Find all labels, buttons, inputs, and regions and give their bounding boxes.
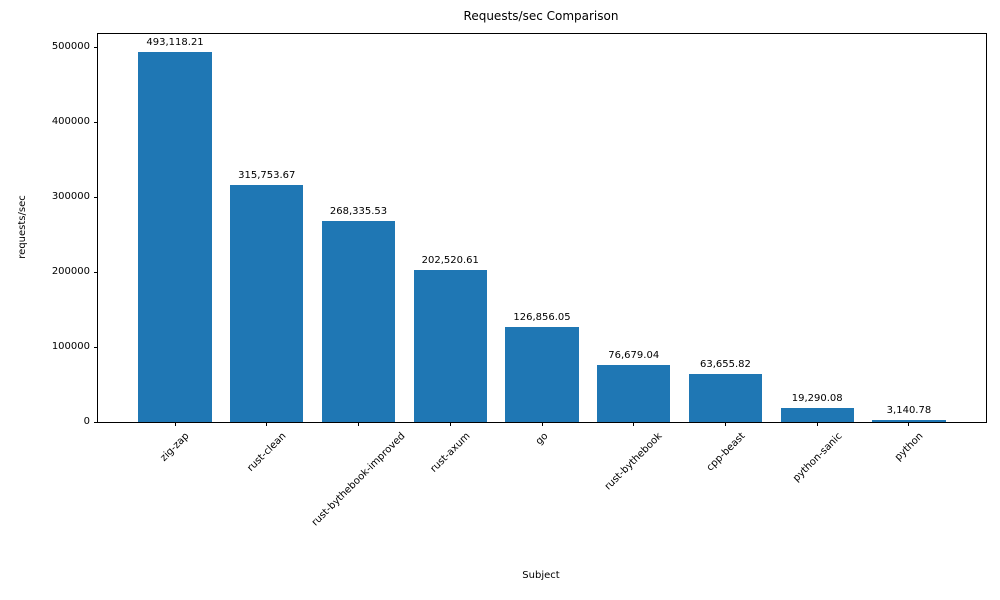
x-tick-label: rust-bythebook-improved xyxy=(309,430,408,529)
x-tick xyxy=(908,422,910,426)
bar xyxy=(230,185,304,422)
bar xyxy=(780,407,854,422)
bar xyxy=(688,374,763,422)
x-tick-label: python-sanic xyxy=(790,430,845,485)
y-tick xyxy=(94,46,98,48)
bar-value-label: 268,335.53 xyxy=(329,205,388,217)
y-tick-label: 500000 xyxy=(51,41,90,53)
x-tick-label: rust-bythebook xyxy=(602,430,665,493)
bar-value-label: 126,856.05 xyxy=(513,311,571,323)
bar-value-label: 493,118.21 xyxy=(146,37,204,49)
chart-title: Requests/sec Comparison xyxy=(463,9,619,23)
y-tick xyxy=(94,421,98,423)
y-tick xyxy=(94,121,98,123)
bar-value-label: 202,520.61 xyxy=(421,255,479,267)
plot-area: 0 100000 200000 300000 400000 500000 493,118.2… xyxy=(52,33,987,528)
y-tick-label: 400000 xyxy=(51,116,90,128)
x-tick-label: go xyxy=(533,430,551,448)
bar-value-label: 315,753.67 xyxy=(238,170,296,182)
bar xyxy=(413,270,487,422)
x-tick-label: python xyxy=(892,430,926,464)
x-tick xyxy=(816,422,818,426)
bar xyxy=(321,220,396,422)
y-tick-label: 200000 xyxy=(51,266,90,278)
bar xyxy=(505,326,579,422)
bar xyxy=(872,419,946,422)
x-tick-label: rust-clean xyxy=(245,430,289,474)
bar xyxy=(597,364,671,422)
x-axis-label: Subject xyxy=(522,570,560,581)
bar-value-label: 3,140.78 xyxy=(886,404,932,416)
y-tick-label: 300000 xyxy=(51,191,90,203)
x-tick xyxy=(266,422,268,426)
bar-value-label: 63,655.82 xyxy=(700,359,751,371)
x-tick xyxy=(174,422,176,426)
y-tick xyxy=(94,196,98,198)
x-tick xyxy=(724,422,726,426)
x-tick xyxy=(449,422,451,426)
x-tick-label: zig-zap xyxy=(158,430,192,464)
x-tick xyxy=(633,422,635,426)
y-tick-label: 100000 xyxy=(51,341,90,353)
y-tick xyxy=(94,271,98,273)
x-tick-label: cpp-beast xyxy=(704,430,748,474)
bar-value-label: 19,290.08 xyxy=(791,392,843,404)
x-tick xyxy=(358,422,360,426)
y-axis-label: requests/sec xyxy=(17,195,28,259)
bar xyxy=(138,52,212,422)
y-tick-label: 0 xyxy=(83,416,90,427)
y-tick xyxy=(94,346,98,348)
x-tick xyxy=(541,422,543,426)
bar-value-label: 76,679.04 xyxy=(608,349,660,361)
x-tick-label: rust-axum xyxy=(428,430,473,475)
